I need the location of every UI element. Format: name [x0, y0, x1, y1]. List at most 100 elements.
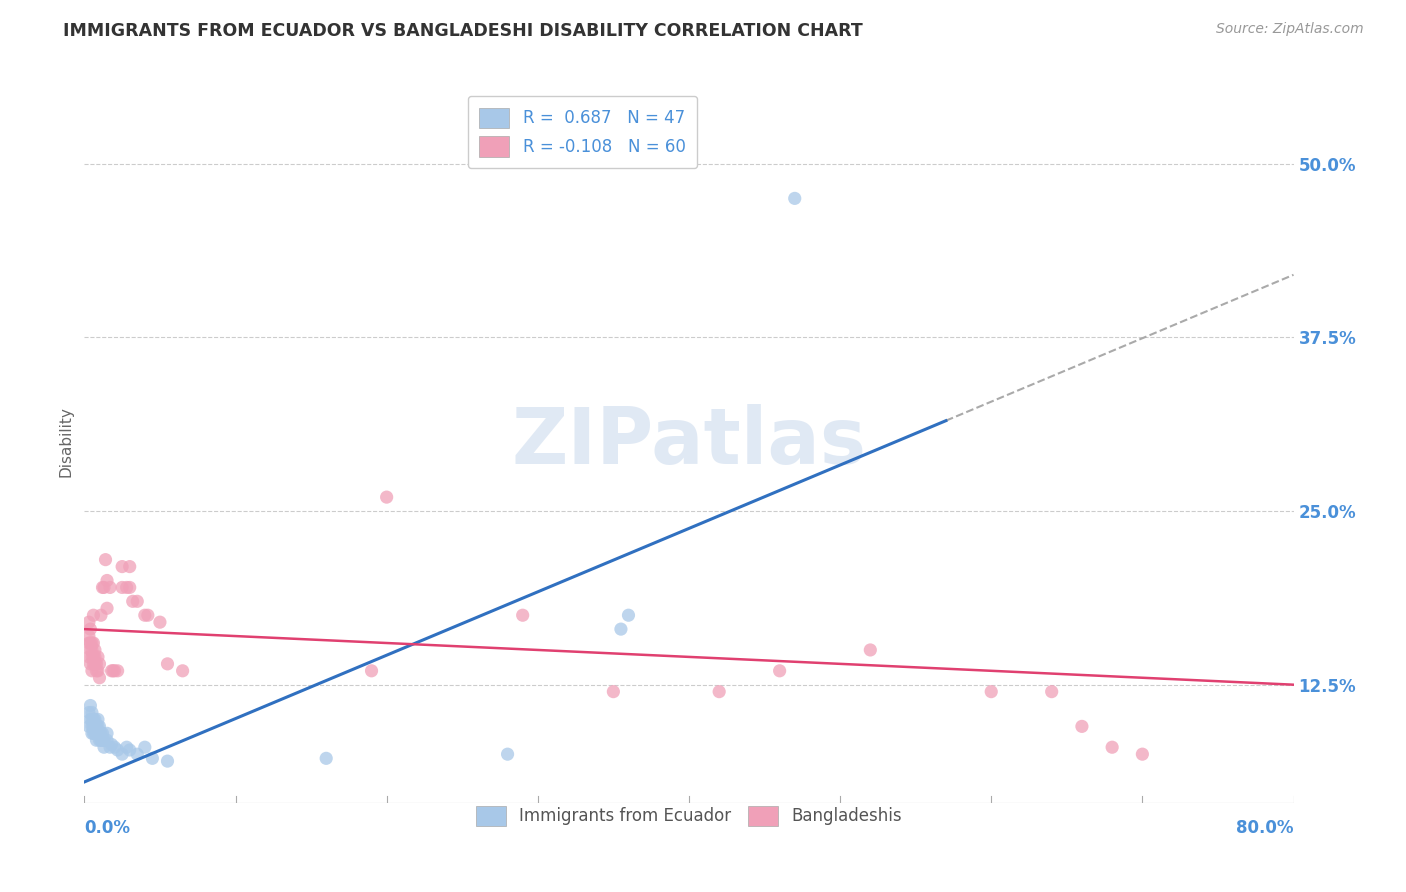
Point	[98, 740, 121, 755]
Point	[82, 719, 104, 733]
Point	[87, 649, 110, 664]
Text: IMMIGRANTS FROM ECUADOR VS BANGLADESHI DISABILITY CORRELATION CHART: IMMIGRANTS FROM ECUADOR VS BANGLADESHI D…	[63, 22, 863, 40]
Point	[136, 608, 159, 623]
Point	[82, 726, 104, 740]
Point	[80, 643, 103, 657]
Point	[93, 581, 115, 595]
Point	[79, 622, 101, 636]
Text: ZIPatlas: ZIPatlas	[512, 403, 866, 480]
Point	[77, 706, 100, 720]
Point	[93, 740, 115, 755]
Point	[783, 191, 806, 205]
Point	[610, 622, 633, 636]
Point	[84, 726, 107, 740]
Point	[115, 740, 138, 755]
Point	[80, 713, 103, 727]
Point	[80, 706, 103, 720]
Point	[375, 490, 398, 504]
Point	[82, 608, 104, 623]
Point	[127, 747, 149, 761]
Point	[89, 726, 111, 740]
Point	[91, 733, 114, 747]
Point	[1101, 740, 1123, 755]
Point	[149, 615, 172, 630]
Y-axis label: Disability: Disability	[58, 406, 73, 477]
Point	[91, 726, 114, 740]
Point	[134, 608, 156, 623]
Point	[79, 643, 101, 657]
Point	[1130, 747, 1153, 761]
Point	[115, 581, 138, 595]
Point	[86, 733, 108, 747]
Point	[87, 719, 110, 733]
Point	[79, 713, 101, 727]
Point	[82, 657, 104, 671]
Point	[118, 581, 141, 595]
Point	[89, 719, 111, 733]
Point	[118, 743, 141, 757]
Point	[90, 733, 112, 747]
Point	[80, 719, 103, 733]
Point	[121, 594, 143, 608]
Point	[89, 733, 111, 747]
Point	[77, 719, 100, 733]
Point	[84, 643, 107, 657]
Point	[96, 726, 118, 740]
Point	[980, 684, 1002, 698]
Point	[86, 664, 108, 678]
Point	[84, 719, 107, 733]
Point	[107, 743, 129, 757]
Point	[769, 664, 792, 678]
Point	[496, 747, 519, 761]
Point	[94, 552, 117, 566]
Point	[77, 615, 100, 630]
Point	[87, 726, 110, 740]
Point	[91, 581, 114, 595]
Point	[172, 664, 194, 678]
Point	[87, 664, 110, 678]
Point	[859, 643, 882, 657]
Point	[111, 581, 134, 595]
Point	[84, 657, 107, 671]
Point	[134, 740, 156, 755]
Point	[93, 733, 115, 747]
Point	[617, 608, 640, 623]
Point	[118, 559, 141, 574]
Text: Source: ZipAtlas.com: Source: ZipAtlas.com	[1216, 22, 1364, 37]
Point	[101, 664, 124, 678]
Point	[141, 751, 163, 765]
Point	[107, 664, 129, 678]
Point	[127, 594, 149, 608]
Point	[77, 629, 100, 643]
Point	[100, 738, 122, 752]
Point	[111, 747, 134, 761]
Point	[602, 684, 624, 698]
Point	[84, 713, 107, 727]
Point	[104, 740, 127, 755]
Text: 80.0%: 80.0%	[1236, 820, 1294, 838]
Point	[156, 657, 179, 671]
Text: 0.0%: 0.0%	[84, 820, 131, 838]
Point	[82, 649, 104, 664]
Point	[315, 751, 337, 765]
Point	[89, 657, 111, 671]
Point	[77, 636, 100, 650]
Point	[77, 649, 100, 664]
Point	[79, 657, 101, 671]
Point	[84, 649, 107, 664]
Point	[512, 608, 534, 623]
Legend: Immigrants from Ecuador, Bangladeshis: Immigrants from Ecuador, Bangladeshis	[464, 794, 914, 838]
Point	[80, 649, 103, 664]
Point	[90, 608, 112, 623]
Point	[100, 664, 122, 678]
Point	[86, 726, 108, 740]
Point	[79, 698, 101, 713]
Point	[86, 657, 108, 671]
Point	[90, 726, 112, 740]
Point	[89, 671, 111, 685]
Point	[360, 664, 382, 678]
Point	[80, 636, 103, 650]
Point	[82, 713, 104, 727]
Point	[98, 581, 121, 595]
Point	[80, 726, 103, 740]
